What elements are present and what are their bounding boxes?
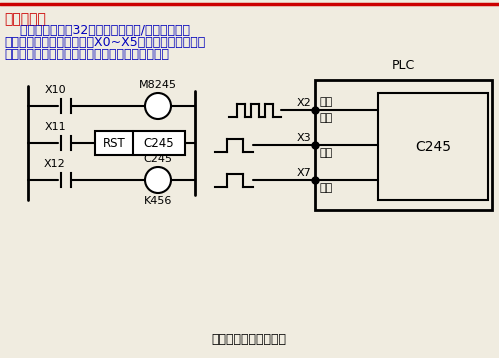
Text: M8245: M8245	[139, 80, 177, 90]
Circle shape	[145, 93, 171, 119]
Text: 脉冲: 脉冲	[320, 113, 333, 123]
Bar	[315, 80, 492, 210]
Bar	[95, 131, 185, 155]
Text: RST: RST	[103, 136, 125, 150]
Text: C245: C245	[144, 136, 174, 150]
Text: X10: X10	[44, 85, 66, 95]
Text: X2: X2	[296, 98, 311, 108]
Text: X11: X11	[44, 122, 66, 132]
Text: 编程软元件: 编程软元件	[4, 12, 46, 26]
Text: C245: C245	[415, 140, 451, 154]
Text: 启动: 启动	[320, 183, 333, 193]
Text: K456: K456	[144, 196, 172, 206]
Text: 高速计数器也是32位停电保持型增/减计数器，但: 高速计数器也是32位停电保持型增/减计数器，但	[4, 24, 190, 37]
Text: X12: X12	[44, 159, 66, 169]
Text: 高速计数器采用终端方式处理，与扫描周期无关。: 高速计数器采用终端方式处理，与扫描周期无关。	[4, 48, 169, 61]
Text: 单相单输入高速计数器: 单相单输入高速计数器	[212, 333, 286, 346]
Bar	[378, 93, 488, 200]
Text: C245: C245	[144, 154, 173, 164]
Circle shape	[145, 167, 171, 193]
Text: PLC: PLC	[392, 59, 415, 72]
Text: X7: X7	[296, 168, 311, 178]
Text: 复位: 复位	[320, 148, 333, 158]
Text: 高速: 高速	[320, 97, 333, 107]
Text: X3: X3	[296, 133, 311, 143]
Text: 它们只对特定的输入端子（X0~X5）的脉冲进行计数。: 它们只对特定的输入端子（X0~X5）的脉冲进行计数。	[4, 36, 205, 49]
